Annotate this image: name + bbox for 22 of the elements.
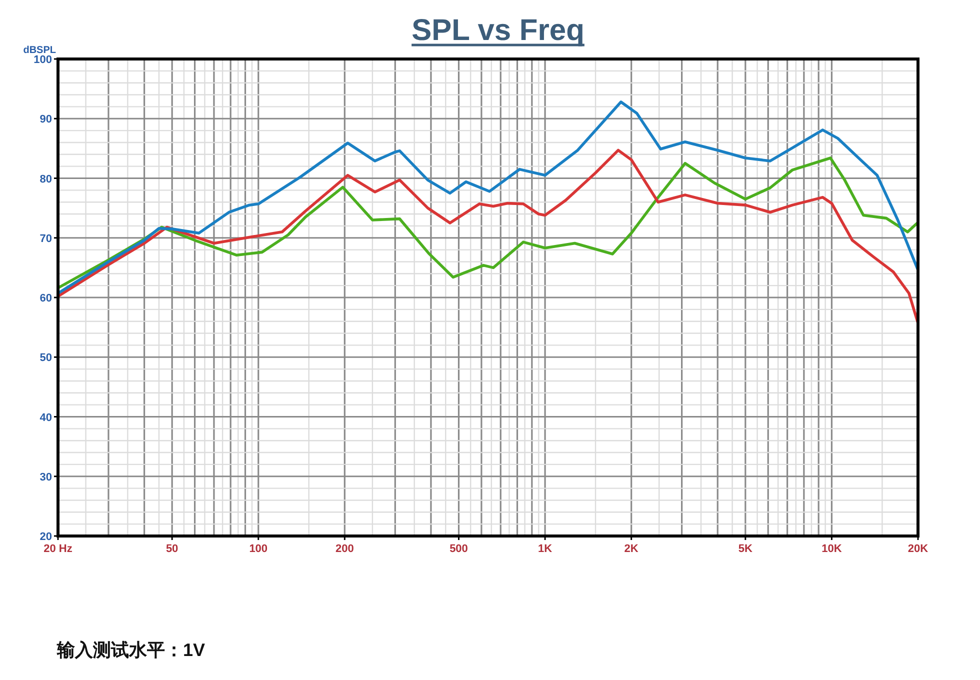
- y-axis-title: dBSPL: [23, 45, 56, 56]
- x-tick-label: 200: [335, 543, 354, 555]
- x-tick-label: 20 Hz: [44, 543, 73, 555]
- x-tick-label: 500: [450, 543, 468, 555]
- x-tick-label: 100: [249, 543, 268, 555]
- y-tick-label: 20: [40, 531, 52, 543]
- chart-title: SPL vs Freq: [412, 14, 584, 47]
- y-tick-label: 50: [40, 352, 52, 364]
- x-tick-label: 5K: [738, 543, 752, 555]
- x-tick-label: 50: [166, 543, 178, 555]
- y-tick-label: 100: [34, 54, 52, 66]
- y-tick-label: 80: [40, 173, 52, 186]
- y-tick-label: 90: [40, 114, 52, 126]
- y-tick-label: 30: [40, 471, 52, 484]
- y-tick-label: 60: [40, 292, 52, 304]
- x-tick-label: 20K: [908, 543, 928, 555]
- text: 输入测试水平：1V: [56, 640, 206, 660]
- x-tick-label: 10K: [822, 543, 842, 555]
- x-tick-label: 1K: [538, 543, 552, 555]
- y-tick-label: 70: [40, 232, 52, 245]
- y-tick-label: 40: [40, 412, 52, 424]
- x-tick-label: 2K: [624, 543, 638, 555]
